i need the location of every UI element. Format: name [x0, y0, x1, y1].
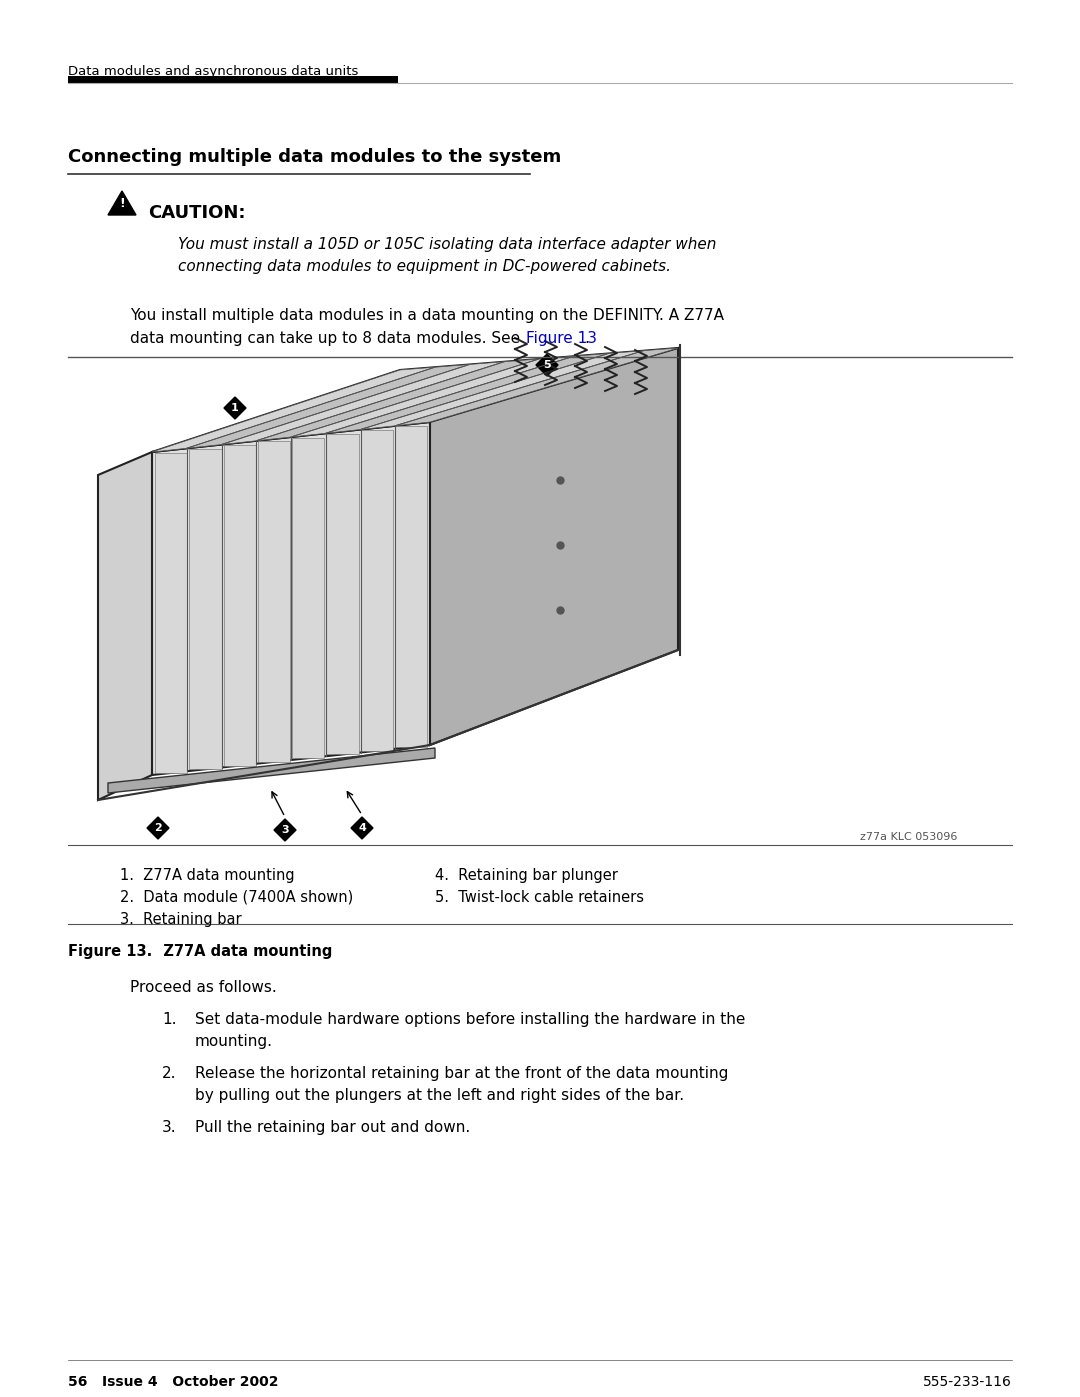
Polygon shape [361, 351, 644, 429]
Polygon shape [98, 453, 152, 800]
Text: Data modules and asynchronous data units: Data modules and asynchronous data units [68, 66, 359, 78]
Text: mounting.: mounting. [195, 1034, 273, 1049]
Polygon shape [291, 356, 573, 437]
Text: CAUTION:: CAUTION: [148, 204, 245, 222]
Text: Figure 13.: Figure 13. [68, 944, 152, 958]
Text: 4: 4 [359, 823, 366, 833]
Text: Pull the retaining bar out and down.: Pull the retaining bar out and down. [195, 1120, 470, 1134]
Text: z77a KLC 053096: z77a KLC 053096 [860, 833, 957, 842]
Text: Figure 13: Figure 13 [526, 331, 597, 346]
Polygon shape [361, 430, 393, 750]
Text: 2.  Data module (7400A shown): 2. Data module (7400A shown) [120, 890, 353, 905]
Text: 56   Issue 4   October 2002: 56 Issue 4 October 2002 [68, 1375, 279, 1389]
Text: Set data-module hardware options before installing the hardware in the: Set data-module hardware options before … [195, 1011, 745, 1027]
Polygon shape [152, 367, 435, 453]
Text: 4.  Retaining bar plunger: 4. Retaining bar plunger [435, 868, 618, 883]
Polygon shape [224, 446, 256, 766]
Text: .: . [584, 331, 589, 346]
Text: 3.  Retaining bar: 3. Retaining bar [120, 912, 242, 928]
Text: 5.  Twist-lock cable retainers: 5. Twist-lock cable retainers [435, 890, 644, 905]
Polygon shape [187, 365, 470, 448]
Text: 5: 5 [543, 360, 551, 370]
Text: by pulling out the plungers at the left and right sides of the bar.: by pulling out the plungers at the left … [195, 1088, 684, 1104]
Text: !: ! [119, 197, 125, 210]
Bar [68, 75, 399, 84]
Text: You install multiple data modules in a data mounting on the DEFINITY. A Z77A: You install multiple data modules in a d… [130, 307, 724, 323]
Polygon shape [395, 348, 678, 426]
Text: 2: 2 [154, 823, 162, 833]
Polygon shape [326, 433, 359, 754]
Polygon shape [395, 426, 427, 747]
Text: Connecting multiple data modules to the system: Connecting multiple data modules to the … [68, 148, 562, 166]
Text: 555-233-116: 555-233-116 [923, 1375, 1012, 1389]
Polygon shape [351, 817, 373, 840]
Polygon shape [221, 362, 504, 444]
Text: 3: 3 [281, 826, 288, 835]
Polygon shape [152, 348, 678, 453]
Text: 3.: 3. [162, 1120, 177, 1134]
Polygon shape [274, 819, 296, 841]
Text: Z77A data mounting: Z77A data mounting [148, 944, 333, 958]
Text: Release the horizontal retaining bar at the front of the data mounting: Release the horizontal retaining bar at … [195, 1066, 728, 1081]
Polygon shape [224, 397, 246, 419]
Text: data mounting can take up to 8 data modules. See: data mounting can take up to 8 data modu… [130, 331, 525, 346]
Polygon shape [189, 448, 221, 770]
Polygon shape [152, 422, 430, 775]
Text: Proceed as follows.: Proceed as follows. [130, 981, 276, 995]
Text: 1.  Z77A data mounting: 1. Z77A data mounting [120, 868, 295, 883]
Polygon shape [108, 747, 435, 793]
Polygon shape [256, 359, 539, 440]
Polygon shape [536, 353, 558, 376]
Polygon shape [326, 353, 608, 433]
Text: 1: 1 [231, 402, 239, 414]
Polygon shape [156, 453, 187, 773]
Text: 1.: 1. [162, 1011, 176, 1027]
Polygon shape [292, 437, 324, 759]
Text: 2.: 2. [162, 1066, 176, 1081]
Polygon shape [108, 191, 136, 215]
Text: You must install a 105D or 105C isolating data interface adapter when: You must install a 105D or 105C isolatin… [178, 237, 716, 251]
Polygon shape [258, 441, 291, 761]
Text: connecting data modules to equipment in DC-powered cabinets.: connecting data modules to equipment in … [178, 258, 671, 274]
Polygon shape [147, 817, 168, 840]
Polygon shape [430, 348, 678, 745]
